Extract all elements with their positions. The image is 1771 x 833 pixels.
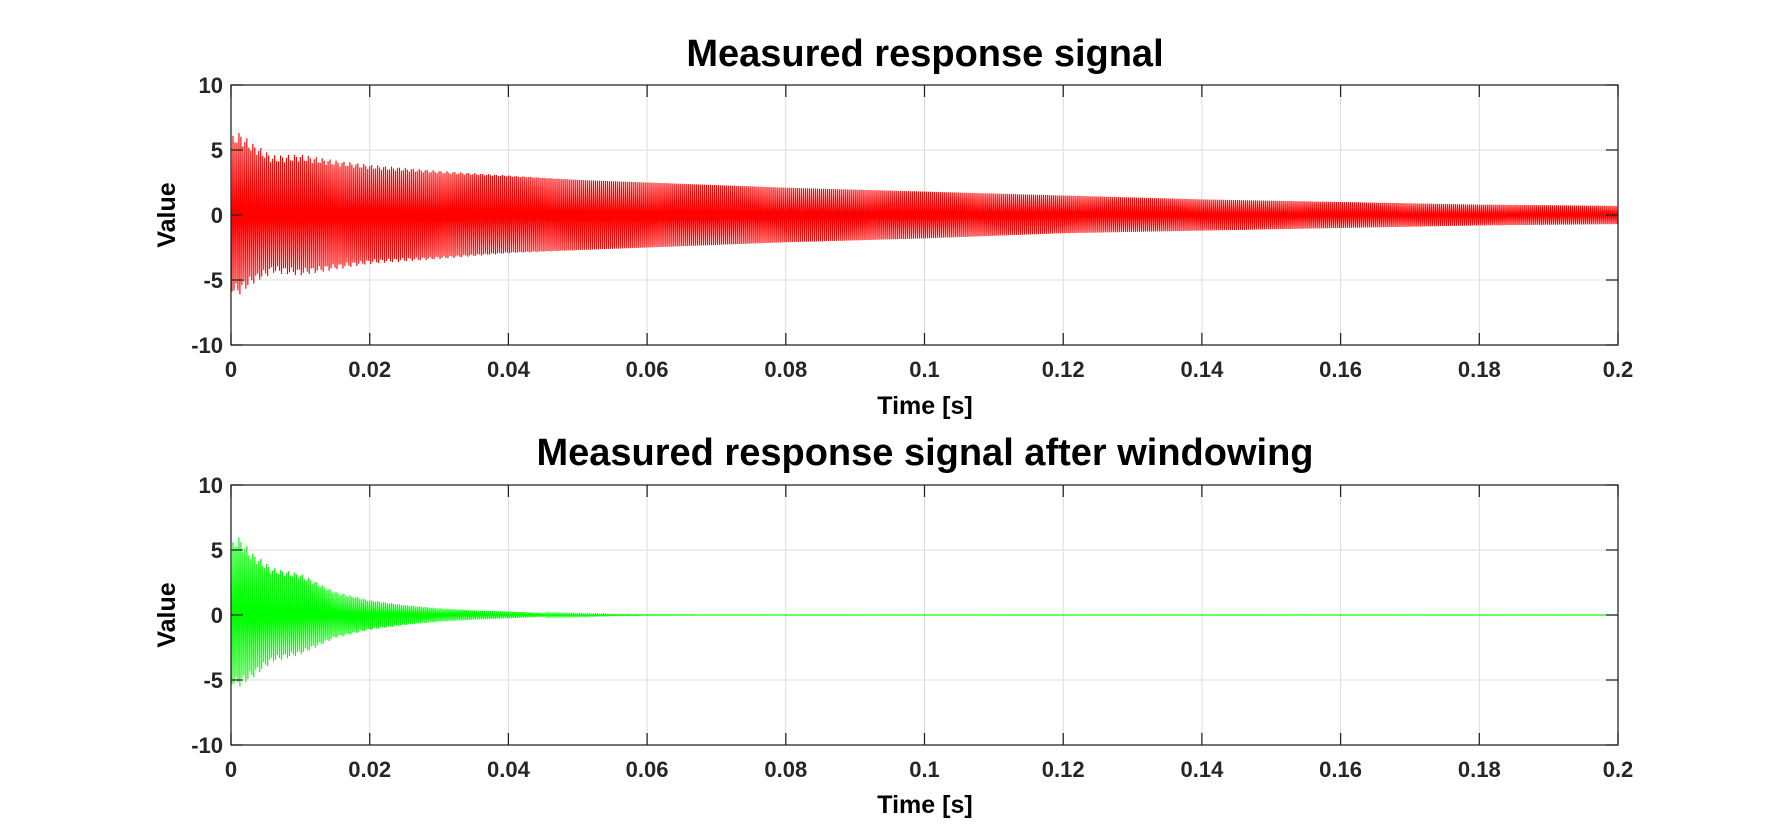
y-axis-label: Value — [153, 582, 181, 647]
signal-band — [230, 132, 1619, 295]
x-tick-label: 0.2 — [1603, 757, 1634, 782]
y-axis-label: Value — [153, 182, 181, 247]
y-tick-label: -10 — [191, 333, 223, 358]
signal-line — [230, 537, 1619, 687]
y-tick-label: 0 — [211, 203, 223, 228]
x-tick-label: 0 — [225, 357, 237, 382]
chart-title: Measured response signal — [686, 33, 1163, 75]
signal-band — [230, 537, 1619, 687]
x-tick-label: 0.14 — [1180, 357, 1224, 382]
subplot-bottom: Measured response signal after windowing… — [153, 432, 1633, 819]
x-tick-label: 0.1 — [909, 757, 940, 782]
x-tick-label: 0.16 — [1319, 357, 1362, 382]
x-tick-label: 0.14 — [1180, 757, 1224, 782]
x-tick-label: 0.06 — [626, 357, 669, 382]
y-tick-label: 10 — [199, 73, 223, 98]
x-tick-label: 0.2 — [1603, 357, 1634, 382]
y-tick-label: 10 — [199, 473, 223, 498]
x-tick-label: 0.1 — [909, 357, 940, 382]
x-tick-label: 0.02 — [348, 357, 391, 382]
x-tick-label: 0.12 — [1042, 357, 1085, 382]
y-tick-labels: 10 5 0 -5 -10 — [191, 473, 223, 758]
y-tick-labels: 10 5 0 -5 -10 — [191, 73, 223, 358]
x-tick-label: 0.04 — [487, 357, 531, 382]
y-tick-label: -10 — [191, 733, 223, 758]
x-tick-labels: 0 0.02 0.04 0.06 0.08 0.1 0.12 0.14 0.16 0.18 0.2 — [225, 357, 1633, 382]
x-tick-label: 0.12 — [1042, 757, 1085, 782]
x-axis-label: Time [s] — [877, 791, 972, 819]
chart-title: Measured response signal after windowing — [536, 432, 1313, 474]
x-tick-label: 0 — [225, 757, 237, 782]
x-tick-label: 0.08 — [764, 357, 807, 382]
x-tick-label: 0.18 — [1458, 757, 1501, 782]
x-tick-label: 0.08 — [764, 757, 807, 782]
x-tick-label: 0.04 — [487, 757, 531, 782]
x-axis-label: Time [s] — [877, 392, 972, 420]
x-tick-label: 0.16 — [1319, 757, 1362, 782]
ticks — [230, 84, 1619, 346]
ticks — [230, 484, 1619, 746]
x-tick-label: 0.18 — [1458, 357, 1501, 382]
x-tick-labels: 0 0.02 0.04 0.06 0.08 0.1 0.12 0.14 0.16 0.18 0.2 — [225, 757, 1633, 782]
y-tick-label: -5 — [203, 668, 223, 693]
y-tick-label: 0 — [211, 603, 223, 628]
signal-line — [230, 132, 1619, 295]
y-tick-label: -5 — [203, 268, 223, 293]
x-tick-label: 0.02 — [348, 757, 391, 782]
y-tick-label: 5 — [211, 538, 223, 563]
y-tick-label: 5 — [211, 138, 223, 163]
subplot-top: Measured response signal 0 0.02 0.04 0.06 0.… — [153, 33, 1633, 420]
x-tick-label: 0.06 — [626, 757, 669, 782]
